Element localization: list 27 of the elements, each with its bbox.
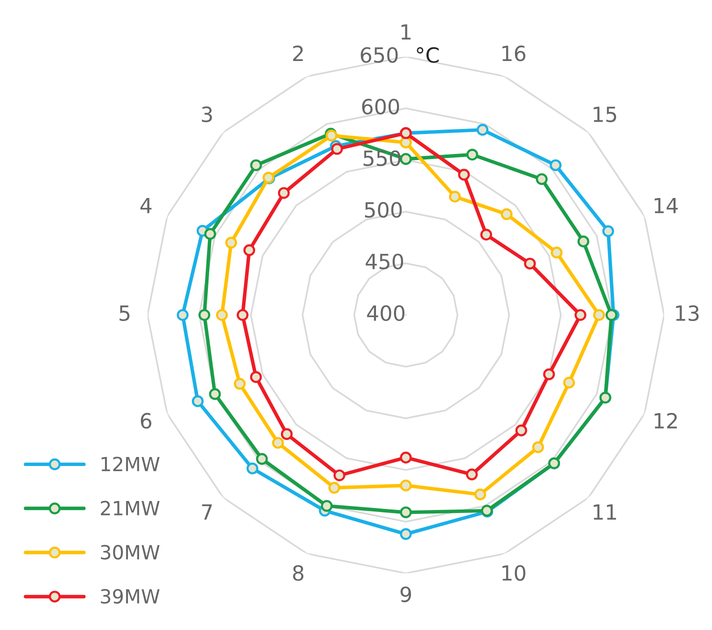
y-tick-label: 650 [360, 47, 398, 63]
y-tick-label: 400 [367, 305, 404, 322]
spoke-label: 1 [402, 24, 411, 40]
y-tick-label: 550 [364, 150, 400, 166]
spoke-label: 3 [202, 106, 212, 122]
spoke-label: 10 [502, 565, 526, 581]
spoke-label: 8 [293, 565, 304, 581]
spoke-label: 14 [654, 198, 678, 214]
spoke-label: 15 [594, 106, 616, 122]
text: °C [416, 47, 439, 63]
y-tick-label: 500 [364, 202, 402, 218]
spoke-label: 6 [140, 412, 152, 429]
spoke-label: 12 [654, 412, 677, 428]
legend-label: 21MW [100, 500, 160, 516]
legend-label: 12MW [102, 456, 160, 472]
spoke-label: 7 [202, 504, 212, 520]
spoke-label: 11 [594, 504, 616, 520]
spoke-label: 16 [502, 45, 526, 62]
spoke-label: 2 [293, 45, 303, 61]
spoke-label: 13 [676, 305, 699, 322]
spoke-label: 4 [140, 198, 152, 214]
spoke-label: 5 [120, 306, 130, 322]
y-tick-label: 450 [366, 254, 404, 270]
legend-label: 39MW [100, 588, 160, 604]
y-tick-label: 600 [362, 98, 400, 114]
legend-label: 30MW [100, 544, 160, 560]
spoke-label: 9 [400, 586, 412, 602]
